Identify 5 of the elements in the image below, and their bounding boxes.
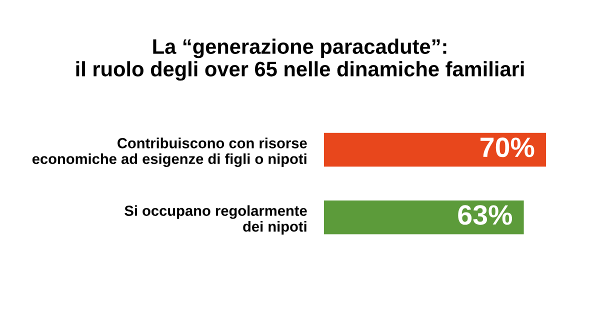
data-label: 70% [480, 138, 534, 158]
y-tick-label: Contribuiscono con risorse economiche ad esigenze di figli o nipoti [32, 138, 307, 168]
data-label: 63% [458, 205, 512, 225]
y-tick-label: Si occupano regolarmente dei nipoti [124, 205, 307, 235]
chart-title: La “generazione paracadute”: il ruolo degli over 65 nelle dinamiche familiari [76, 38, 524, 81]
